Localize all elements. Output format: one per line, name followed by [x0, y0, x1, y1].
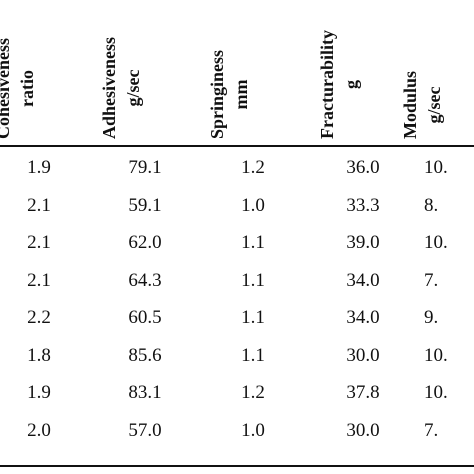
column-header-cohesiveness: Cohesiveness ratio: [0, 0, 78, 145]
column-header-modulus-label: Modulus g/sec: [398, 71, 446, 139]
table-cell: 1.1: [241, 269, 265, 291]
table-cell: 9.: [424, 307, 439, 329]
table-cell: 10.: [424, 232, 448, 254]
header-line: Modulus: [400, 70, 420, 139]
table-row: 2.1 64.3 1.1 34.0 7.: [0, 262, 474, 300]
table-cell: 1.1: [241, 307, 265, 329]
table-cell: 2.0: [27, 419, 51, 441]
header-unit: ratio: [17, 70, 37, 107]
header-line: Adhesiveness: [99, 36, 119, 139]
table-cell: 1.2: [241, 382, 265, 404]
column-header-adhesiveness: Adhesiveness g/sec: [99, 0, 188, 145]
table-cell: 64.3: [128, 269, 162, 291]
table-cell: 85.6: [128, 344, 162, 366]
table-cell: 1.1: [241, 232, 265, 254]
column-header-springiness: Springiness mm: [207, 0, 296, 145]
column-header-springiness-label: Springiness mm: [205, 50, 253, 139]
table-row: 2.0 57.0 1.0 30.0 7.: [0, 412, 474, 450]
header-line: Springiness: [207, 49, 227, 139]
table-cell: 1.0: [241, 419, 265, 441]
table-cell: 60.5: [128, 307, 162, 329]
table-cell: 2.1: [27, 269, 51, 291]
table-row: 2.1 59.1 1.0 33.3 8.: [0, 187, 474, 225]
table-cell: 2.2: [27, 307, 51, 329]
header-line: Cohesiveness: [0, 37, 13, 139]
table-cell: 37.8: [346, 382, 380, 404]
table-cell: 2.1: [27, 232, 51, 254]
table-cell: 62.0: [128, 232, 162, 254]
table-cell: 33.3: [346, 194, 380, 216]
table-cell: 30.0: [346, 419, 380, 441]
header-unit: g: [341, 80, 361, 90]
table-row: 1.9 83.1 1.2 37.8 10.: [0, 374, 474, 412]
column-header-fracturability-label: Fracturability g: [315, 30, 363, 139]
header-unit: mm: [231, 79, 251, 110]
table-cell: 10.: [424, 382, 448, 404]
table-cell: 1.2: [241, 157, 265, 179]
column-header-fracturability: Fracturability g: [315, 0, 408, 145]
table-cell: 2.1: [27, 194, 51, 216]
table-cell: 30.0: [346, 344, 380, 366]
table-row: 1.9 79.1 1.2 36.0 10.: [0, 149, 474, 187]
table-cell: 1.1: [241, 344, 265, 366]
table-cell: 34.0: [346, 307, 380, 329]
table-row: 2.1 62.0 1.1 39.0 10.: [0, 224, 474, 262]
header-unit: g/sec: [424, 86, 444, 124]
header-divider: [0, 145, 474, 147]
table-cell: 36.0: [346, 157, 380, 179]
table-cell: 39.0: [346, 232, 380, 254]
table-cell: 7.: [424, 419, 439, 441]
table-cell: 10.: [424, 344, 448, 366]
column-header-adhesiveness-label: Adhesiveness g/sec: [97, 37, 145, 139]
table-row: 1.8 85.6 1.1 30.0 10.: [0, 337, 474, 375]
table-body: 1.9 79.1 1.2 36.0 10. 2.1 59.1 1.0 33.3 …: [0, 149, 474, 449]
header-unit: g/sec: [123, 69, 143, 107]
column-header-modulus: Modulus g/sec: [400, 0, 474, 145]
table-cell: 8.: [424, 194, 439, 216]
header-line: Fracturability: [317, 30, 337, 139]
table-bottom-rule: [0, 465, 474, 467]
table-cell: 1.8: [27, 344, 51, 366]
table-cell: 79.1: [128, 157, 162, 179]
table-cell: 1.0: [241, 194, 265, 216]
table-header: Cohesiveness ratio Adhesiveness g/sec Sp…: [0, 0, 474, 145]
table-cell: 34.0: [346, 269, 380, 291]
table-cell: 1.9: [27, 157, 51, 179]
column-header-cohesiveness-label: Cohesiveness ratio: [0, 38, 39, 139]
table-cell: 1.9: [27, 382, 51, 404]
table-cell: 57.0: [128, 419, 162, 441]
table-cell: 10.: [424, 157, 448, 179]
table-row: 2.2 60.5 1.1 34.0 9.: [0, 299, 474, 337]
table-cell: 83.1: [128, 382, 162, 404]
table-cell: 59.1: [128, 194, 162, 216]
table-cell: 7.: [424, 269, 439, 291]
